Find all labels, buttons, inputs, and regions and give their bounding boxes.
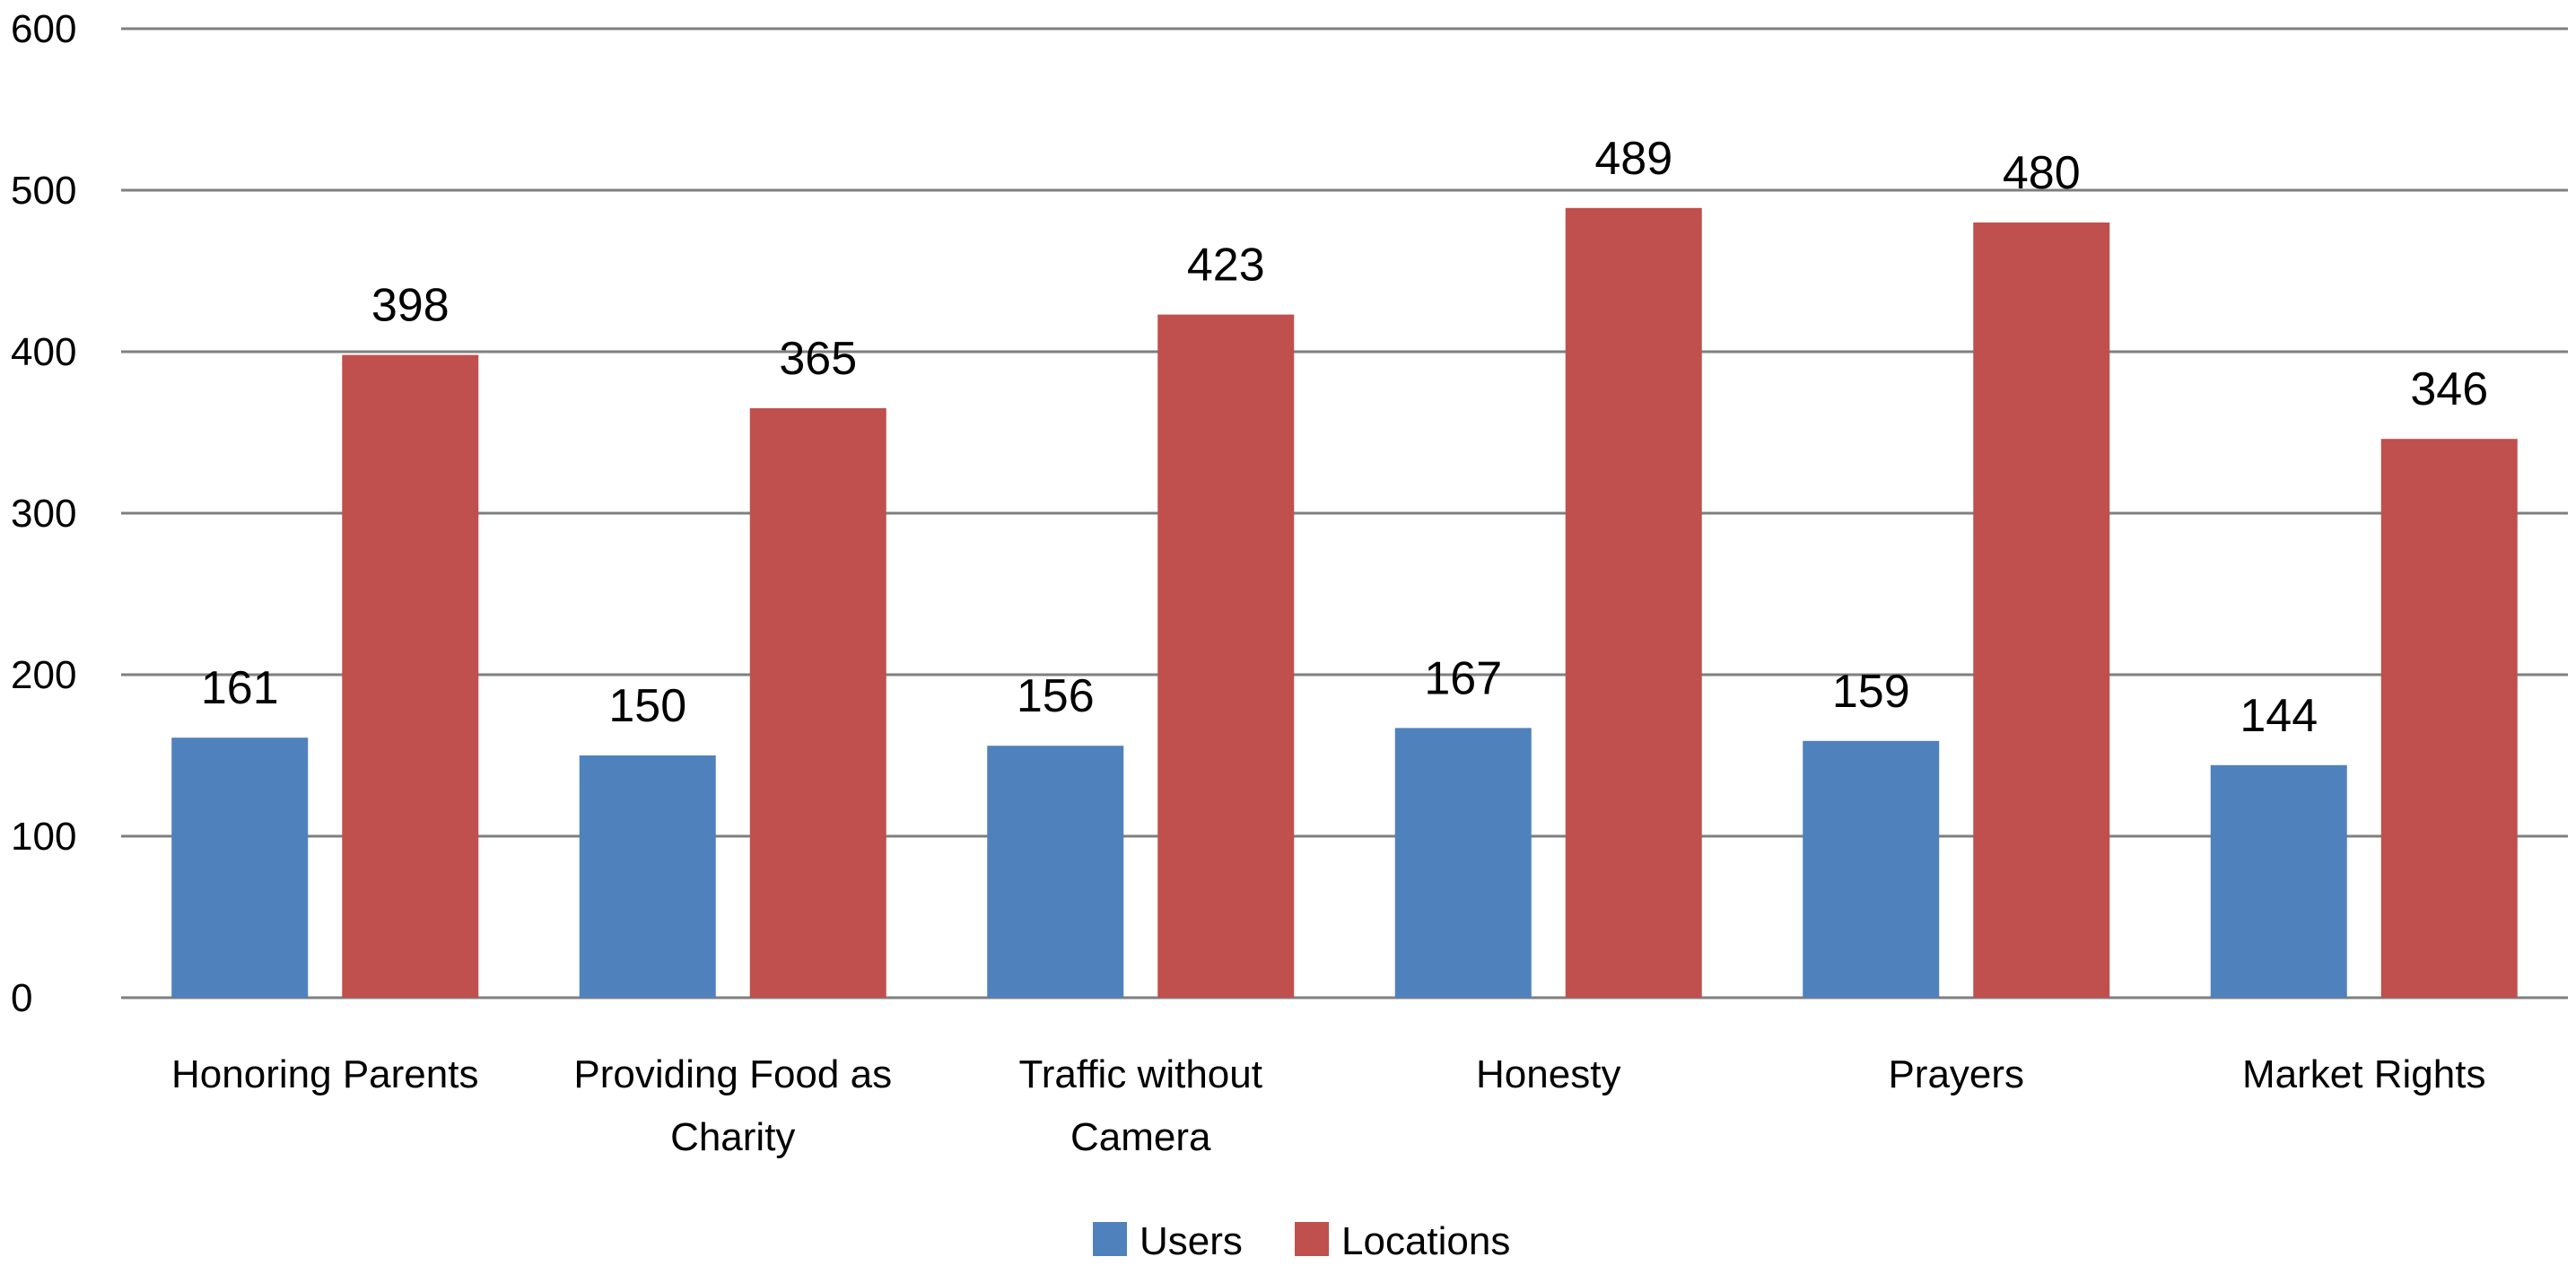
bar-locations-1 — [749, 408, 886, 998]
y-tick-label-500: 500 — [11, 169, 76, 213]
y-tick-label-100: 100 — [11, 815, 76, 859]
bar-locations-0 — [342, 354, 479, 999]
data-label-users-3: 167 — [1424, 652, 1502, 704]
x-axis-categories: Honoring Parents Providing Food as Charity… — [171, 1052, 2485, 1159]
y-axis-ticks: 0 100 200 300 400 500 600 — [11, 7, 76, 1020]
data-label-locations-2: 423 — [1187, 240, 1265, 292]
y-tick-label-300: 300 — [11, 492, 76, 536]
data-label-locations-4: 480 — [2003, 147, 2081, 199]
data-label-locations-3: 489 — [1594, 133, 1672, 185]
bar-locations-3 — [1565, 207, 1702, 999]
bar-locations-2 — [1157, 314, 1295, 999]
data-label-users-4: 159 — [1832, 666, 1910, 718]
y-tick-label-200: 200 — [11, 653, 76, 697]
bar-users-0 — [171, 738, 309, 998]
category-label-5: Market Rights — [2242, 1052, 2485, 1096]
bars — [171, 207, 2518, 999]
category-label-0: Honoring Parents — [171, 1052, 478, 1096]
category-label-2-line-0: Traffic without — [1019, 1052, 1262, 1096]
category-label-1-line-0: Providing Food as — [573, 1052, 892, 1096]
legend-label-users: Users — [1140, 1219, 1243, 1263]
legend-swatch-locations — [1295, 1222, 1329, 1256]
category-label-4: Prayers — [1888, 1052, 2024, 1096]
bar-locations-4 — [1973, 223, 2110, 998]
category-label-3: Honesty — [1476, 1052, 1620, 1096]
data-label-users-2: 156 — [1017, 670, 1095, 722]
data-label-locations-0: 398 — [371, 280, 450, 332]
gridlines — [121, 27, 2568, 999]
bar-users-5 — [2210, 764, 2347, 998]
data-label-users-5: 144 — [2240, 690, 2318, 742]
bar-users-3 — [1394, 728, 1532, 998]
bar-users-1 — [579, 755, 716, 998]
data-label-users-1: 150 — [608, 680, 686, 732]
data-label-locations-1: 365 — [779, 333, 857, 385]
data-labels: 161 398 150 365 156 423 167 489 159 480 144 346 — [201, 133, 2488, 742]
category-label-2-line-1: Camera — [1070, 1115, 1211, 1159]
y-tick-label-400: 400 — [11, 330, 76, 374]
y-tick-label-0: 0 — [11, 976, 32, 1020]
legend: Users Locations — [1093, 1219, 1510, 1263]
data-label-locations-5: 346 — [2410, 363, 2488, 415]
category-label-1-line-1: Charity — [670, 1115, 795, 1159]
bar-users-2 — [987, 746, 1124, 998]
data-label-users-0: 161 — [201, 662, 279, 714]
legend-label-locations: Locations — [1341, 1219, 1510, 1263]
bar-locations-5 — [2380, 439, 2518, 998]
bar-users-4 — [1803, 740, 1940, 998]
y-tick-label-600: 600 — [11, 7, 76, 51]
legend-swatch-users — [1093, 1222, 1127, 1256]
